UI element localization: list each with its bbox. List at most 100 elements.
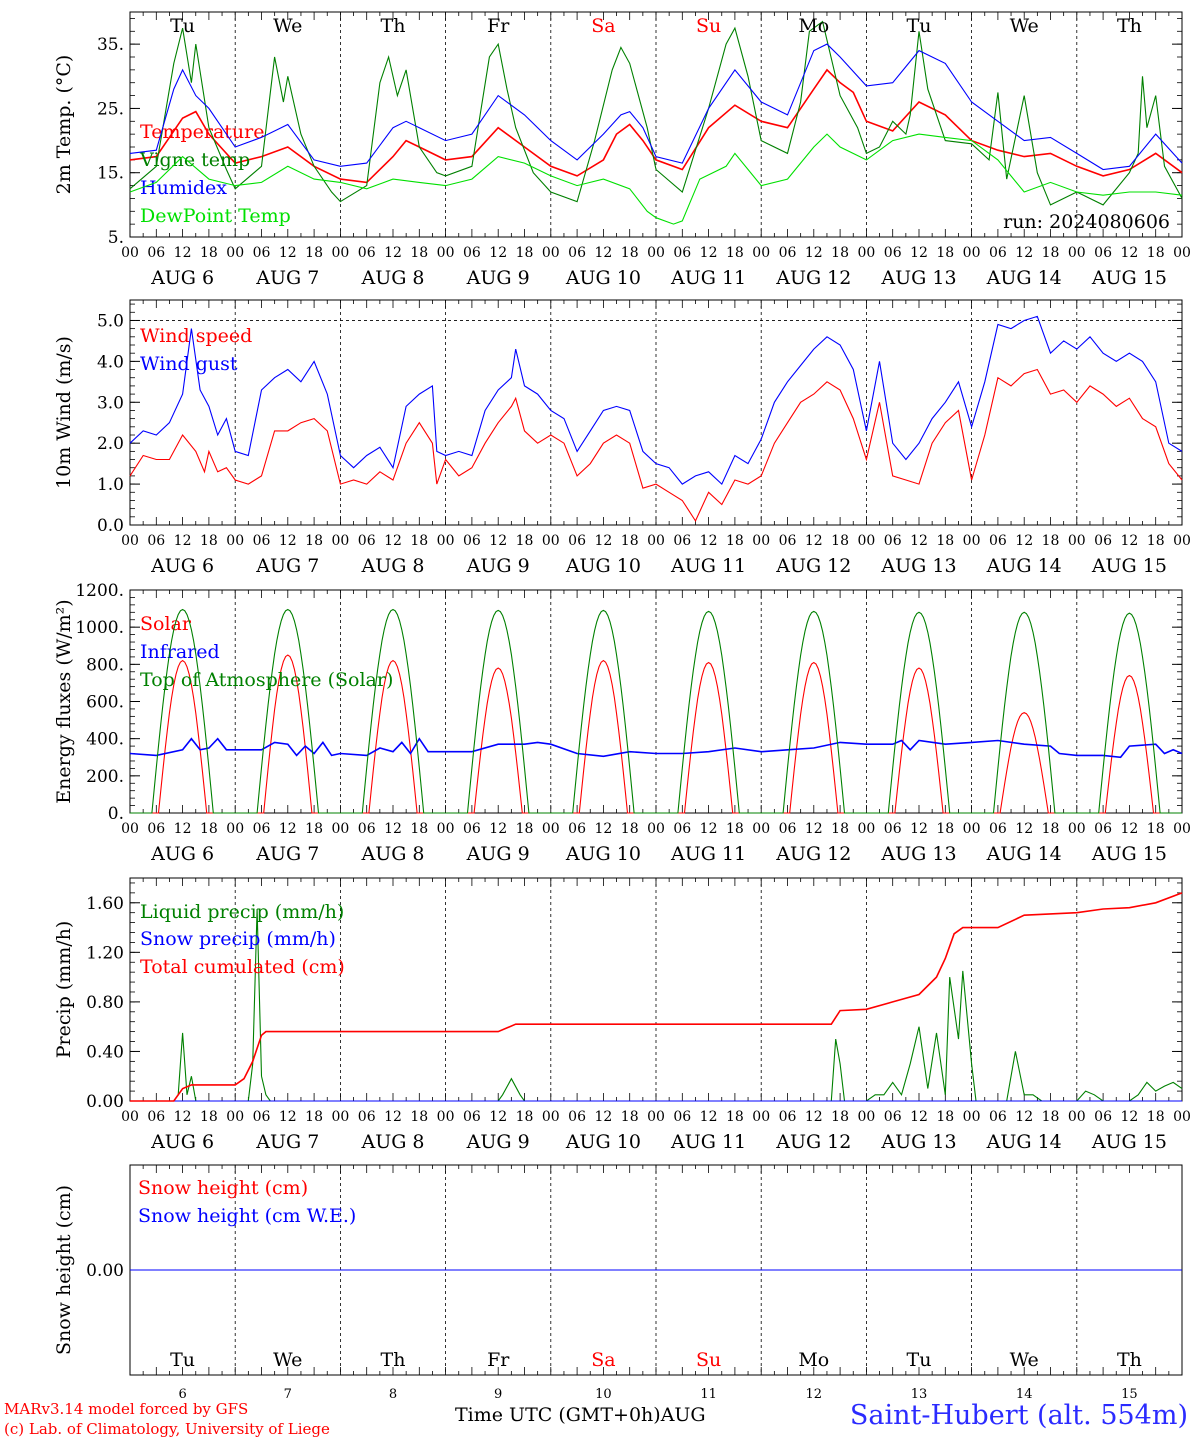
hour-tick-label: 00 <box>963 1109 981 1125</box>
weekday-label: Sa <box>591 1349 615 1371</box>
hour-tick-label: 00 <box>226 1109 244 1125</box>
weekday-label-top: Mo <box>798 15 829 37</box>
series-line-0-3 <box>129 133 1183 225</box>
hour-tick-label: 00 <box>437 533 455 549</box>
hour-tick-label: 18 <box>200 821 218 837</box>
hour-tick-label: 12 <box>910 1109 928 1125</box>
y-tick-label: 5. <box>108 228 124 248</box>
hour-tick-label: 00 <box>1068 821 1086 837</box>
hour-tick-label: 06 <box>253 1109 271 1125</box>
date-label: AUG 7 <box>255 1131 319 1153</box>
hour-tick-label: 12 <box>174 1109 192 1125</box>
hour-tick-label: 00 <box>121 245 139 261</box>
hour-tick-label: 18 <box>831 1109 849 1125</box>
hour-tick-label: 12 <box>594 1109 612 1125</box>
station-name: Saint-Hubert (alt. 554m) <box>849 1400 1188 1431</box>
hour-tick-label: 00 <box>752 821 770 837</box>
hour-tick-label: 12 <box>279 1109 297 1125</box>
hour-tick-label: 18 <box>305 1109 323 1125</box>
hour-tick-label: 00 <box>1068 1109 1086 1125</box>
hour-tick-label: 12 <box>489 533 507 549</box>
hour-tick-label: 00 <box>963 533 981 549</box>
hour-tick-label: 12 <box>910 821 928 837</box>
series-line-0-1 <box>129 20 1183 206</box>
hour-tick-label: 06 <box>884 821 902 837</box>
hour-tick-label: 12 <box>1120 245 1138 261</box>
day-number-label: 11 <box>700 1387 717 1402</box>
weekday-label: Th <box>1117 1349 1142 1371</box>
hour-tick-label: 12 <box>174 821 192 837</box>
hour-tick-label: 12 <box>174 533 192 549</box>
hour-tick-label: 12 <box>1015 821 1033 837</box>
date-label: AUG 7 <box>255 843 319 865</box>
hour-tick-label: 12 <box>1120 821 1138 837</box>
hour-tick-label: 06 <box>147 533 165 549</box>
legend-entry: Snow precip (mm/h) <box>140 928 336 950</box>
hour-tick-label: 06 <box>989 1109 1007 1125</box>
date-label: AUG 9 <box>466 843 530 865</box>
hour-tick-label: 00 <box>542 1109 560 1125</box>
y-tick-label: 400. <box>86 730 124 750</box>
day-number-label: 9 <box>494 1387 502 1402</box>
hour-tick-label: 18 <box>1042 1109 1060 1125</box>
day-number-label: 6 <box>178 1387 186 1402</box>
hour-tick-label: 12 <box>489 245 507 261</box>
weekday-label-top: Th <box>381 15 406 37</box>
date-label: AUG 15 <box>1091 267 1167 289</box>
date-label: AUG 13 <box>880 1131 956 1153</box>
hour-tick-label: 06 <box>884 245 902 261</box>
date-label: AUG 15 <box>1091 843 1167 865</box>
hour-tick-label: 00 <box>752 533 770 549</box>
date-label: AUG 7 <box>255 555 319 577</box>
date-label: AUG 12 <box>775 843 851 865</box>
series-line-0-0 <box>129 68 1183 184</box>
date-label: AUG 11 <box>670 267 746 289</box>
time-axis-label: Time UTC (GMT+0h) <box>455 1404 661 1426</box>
legend-entry: Temperature <box>140 121 264 143</box>
y-tick-label: 0.00 <box>86 1261 124 1281</box>
hour-tick-label: 00 <box>437 245 455 261</box>
hour-tick-label: 00 <box>857 1109 875 1125</box>
hour-tick-label: 12 <box>279 533 297 549</box>
date-label: AUG 9 <box>466 267 530 289</box>
hour-tick-label: 06 <box>779 821 797 837</box>
day-number-label: 8 <box>389 1387 397 1402</box>
weekday-label: We <box>1010 1349 1039 1371</box>
y-tick-label: 3.0 <box>97 393 124 413</box>
hour-tick-label: 00 <box>647 821 665 837</box>
series-line-2-1 <box>129 737 1183 759</box>
hour-tick-label: 06 <box>884 1109 902 1125</box>
hour-tick-label: 00 <box>331 1109 349 1125</box>
weekday-label-top: Tu <box>907 15 932 37</box>
series-line-0-2 <box>129 43 1183 171</box>
hour-tick-label: 06 <box>568 821 586 837</box>
hour-tick-label: 00 <box>226 821 244 837</box>
hour-tick-label: 18 <box>1147 1109 1165 1125</box>
series-line-2-2 <box>130 608 1182 814</box>
date-label: AUG 10 <box>565 267 641 289</box>
hour-tick-label: 00 <box>752 1109 770 1125</box>
hour-tick-label: 06 <box>779 245 797 261</box>
hour-tick-label: 06 <box>989 245 1007 261</box>
date-label: AUG 13 <box>880 267 956 289</box>
day-number-label: 14 <box>1016 1387 1033 1402</box>
y-tick-label: 0.0 <box>97 516 124 536</box>
hour-tick-label: 00 <box>226 533 244 549</box>
legend-entry: Solar <box>140 613 192 635</box>
hour-tick-label: 00 <box>542 533 560 549</box>
hour-tick-label: 18 <box>516 245 534 261</box>
hour-tick-label: 06 <box>463 245 481 261</box>
hour-tick-label: 18 <box>1042 821 1060 837</box>
y-axis-label: Energy fluxes (W/m²) <box>53 599 75 803</box>
hour-tick-label: 00 <box>542 245 560 261</box>
y-tick-label: 1000. <box>75 618 124 638</box>
date-label: AUG 14 <box>986 555 1062 577</box>
hour-tick-label: 12 <box>594 533 612 549</box>
hour-tick-label: 00 <box>1173 1109 1191 1125</box>
month-label: AUG <box>660 1404 706 1426</box>
legend-entry: Total cumulated (cm) <box>140 956 345 978</box>
date-label: AUG 9 <box>466 1131 530 1153</box>
day-number-label: 15 <box>1121 1387 1138 1402</box>
y-tick-label: 5.0 <box>97 311 124 331</box>
date-label: AUG 12 <box>775 1131 851 1153</box>
